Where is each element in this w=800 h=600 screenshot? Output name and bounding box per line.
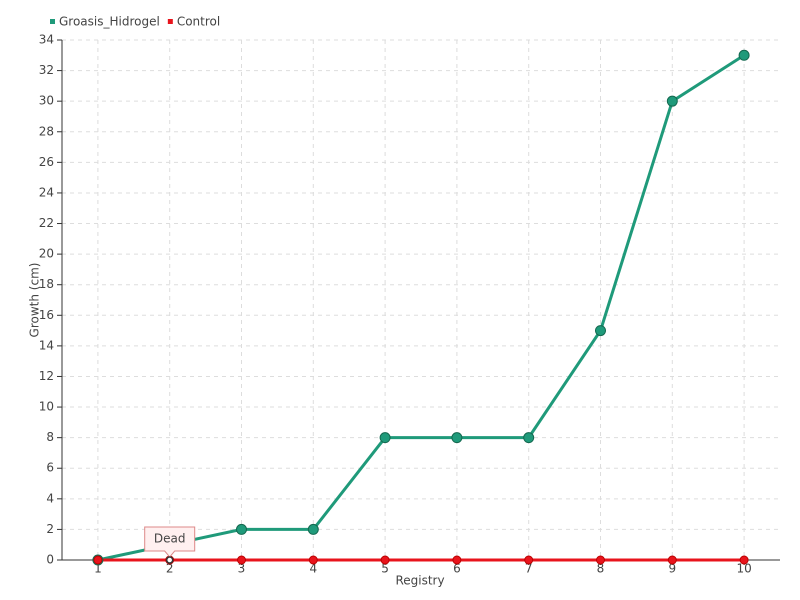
point [93,555,103,565]
y-tick-label: 8 [46,430,54,444]
annotation: Dead [144,526,196,564]
point [667,555,677,565]
series-line [97,54,745,562]
point [451,432,463,444]
point [524,555,534,565]
x-tick-label: 4 [309,562,317,576]
point [380,555,390,565]
point [237,555,246,565]
point [236,523,247,535]
x-tick-label: 7 [525,562,533,576]
point [523,432,535,444]
y-tick-label: 18 [39,277,54,291]
y-tick-label: 4 [46,491,54,505]
y-tick-label: 12 [39,369,54,383]
y-tick-label: 0 [46,553,54,567]
point [666,95,678,107]
y-tick-label: 24 [39,185,54,199]
y-tick-label: 28 [39,124,54,138]
point [739,555,749,565]
x-tick-label: 8 [597,562,605,576]
y-tick-label: 14 [39,338,54,352]
y-tick-label: 22 [39,216,54,230]
y-tick-label: 32 [39,63,54,77]
y-tick-label: 26 [39,155,54,169]
legend-label: Groasis_Hidrogel [59,15,160,29]
x-tick-label: 3 [238,562,246,576]
y-axis-label: Growth (cm) [28,263,42,338]
y-tick-label: 16 [39,308,54,322]
x-tick-label: 9 [668,562,676,576]
x-tick-label: 10 [736,562,751,576]
y-tick-label: 2 [46,522,54,536]
legend-label: Control [177,15,220,29]
y-tick-label: 10 [39,400,54,414]
annotation-point [165,556,174,564]
legend-swatch [167,19,173,24]
x-tick-label: 6 [453,562,461,576]
point [595,325,606,337]
legend-swatch [50,19,55,24]
point [307,523,319,535]
point [452,555,462,565]
y-tick-label: 6 [46,461,54,475]
point [379,432,391,444]
x-tick-label: 5 [381,562,389,576]
y-tick-label: 30 [39,94,54,108]
x-tick-label: 1 [94,562,102,576]
y-tick-label: 34 [39,33,54,47]
annotation-box [144,526,196,558]
y-tick-label: 20 [39,247,54,261]
x-tick-label: 2 [166,562,174,576]
annotation-text: Dead [154,532,186,546]
point [308,555,318,565]
point [738,49,750,61]
x-axis-label: Registry [395,574,444,588]
point [596,555,605,565]
